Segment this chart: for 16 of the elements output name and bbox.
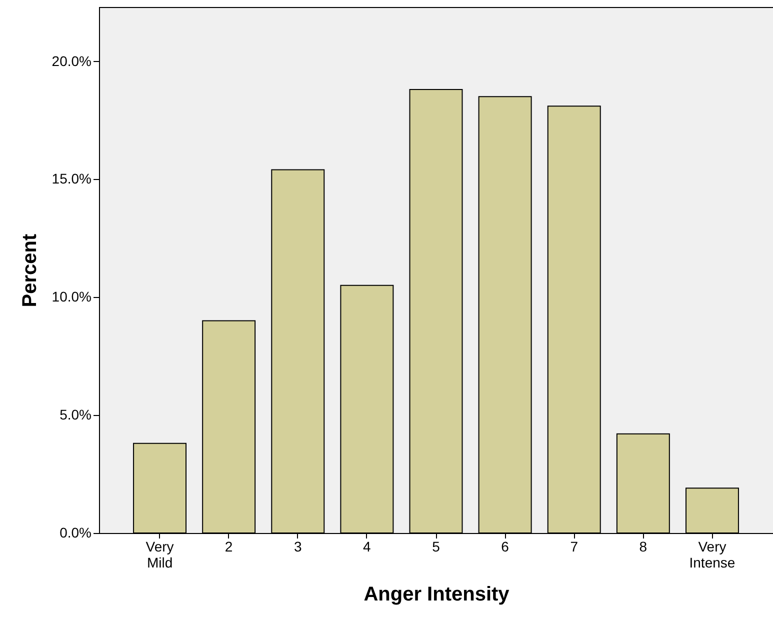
y-tick-label: 5.0%: [60, 406, 92, 423]
y-tick-label: 0.0%: [60, 524, 92, 540]
x-tick-label: 3: [294, 538, 302, 554]
y-tick-label: 20.0%: [52, 52, 92, 69]
x-tick-label: Very Mild: [146, 538, 174, 570]
y-tick-label: 10.0%: [52, 288, 92, 305]
x-tick-label: Very Intense: [689, 538, 736, 570]
x-tick-label: 8: [639, 538, 648, 554]
x-tick-label: 6: [501, 538, 510, 554]
x-tick-label: 7: [570, 538, 578, 554]
x-tick-label: 4: [363, 538, 372, 554]
y-tick-label: 15.0%: [52, 170, 92, 187]
x-tick-label: 2: [224, 538, 233, 554]
y-axis-title: Percent: [18, 233, 41, 308]
x-axis-title: Anger Intensity: [364, 584, 510, 606]
x-tick-label: 5: [432, 538, 440, 554]
